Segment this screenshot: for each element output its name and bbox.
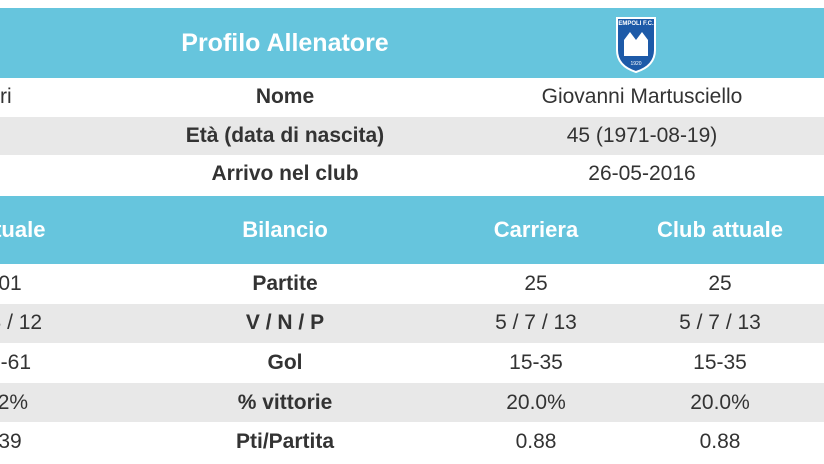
stats-value: .2% xyxy=(0,390,29,414)
stats-value: 15-35 xyxy=(693,350,747,374)
stats-row: 39 Pti/Partita 0.88 0.88 xyxy=(0,422,824,462)
info-label: Nome xyxy=(255,85,315,109)
stats-value: 01 xyxy=(0,271,22,295)
stats-value: 13 / 12 xyxy=(0,311,43,335)
stats-label: Partite xyxy=(252,271,318,295)
info-value: 45 (1971-08-19) xyxy=(566,123,718,147)
stats-label: Pti/Partita xyxy=(235,430,335,454)
stats-label: % vittorie xyxy=(237,390,333,414)
info-left: ri xyxy=(0,85,12,109)
info-value: Giovanni Martusciello xyxy=(541,85,743,109)
stats-header-cell: Bilancio xyxy=(242,217,328,242)
stats-value: 0.88 xyxy=(699,430,741,454)
logo-year: 1920 xyxy=(630,61,641,67)
stats-label: Gol xyxy=(267,350,303,374)
stats-row: 0-61 Gol 15-35 15-35 xyxy=(0,343,824,383)
stats-value: 25 xyxy=(708,271,732,295)
title: Profilo Allenatore xyxy=(181,28,389,57)
stats-value: 39 xyxy=(0,430,22,454)
logo-text: EMPOLI F.C. xyxy=(618,21,654,27)
info-value: 26-05-2016 xyxy=(588,162,696,186)
stats-header-band: attuale Bilancio Carriera Club attuale xyxy=(0,196,824,264)
stats-value: 5 / 7 / 13 xyxy=(679,311,761,335)
stats-value: 25 xyxy=(524,271,548,295)
stats-row: 01 Partite 25 25 xyxy=(0,264,824,304)
info-label: Età (data di nascita) xyxy=(185,123,385,147)
info-row: ri Nome Giovanni Martusciello xyxy=(0,78,824,117)
stats-value: 0.88 xyxy=(515,430,557,454)
stats-value: 20.0% xyxy=(690,390,750,414)
header-band: Profilo Allenatore EMPOLI F.C. 1920 xyxy=(0,8,824,78)
info-row: Arrivo nel club 26-05-2016 xyxy=(0,155,824,194)
stats-value: 0-61 xyxy=(0,350,32,374)
stats-label: V / N / P xyxy=(245,311,325,335)
stats-value: 5 / 7 / 13 xyxy=(495,311,577,335)
stats-value: 15-35 xyxy=(509,350,563,374)
stats-row: .2% % vittorie 20.0% 20.0% xyxy=(0,382,824,423)
stats-header-cell: Carriera xyxy=(493,217,579,242)
info-row: Età (data di nascita) 45 (1971-08-19) xyxy=(0,116,824,155)
stats-header-cell: Club attuale xyxy=(657,217,783,242)
info-label: Arrivo nel club xyxy=(211,162,359,186)
stats-value: 20.0% xyxy=(506,390,566,414)
stats-header-cell: attuale xyxy=(0,217,46,242)
club-logo: EMPOLI F.C. 1920 xyxy=(616,17,656,74)
stats-row: 13 / 12 V / N / P 5 / 7 / 13 5 / 7 / 13 xyxy=(0,303,824,344)
